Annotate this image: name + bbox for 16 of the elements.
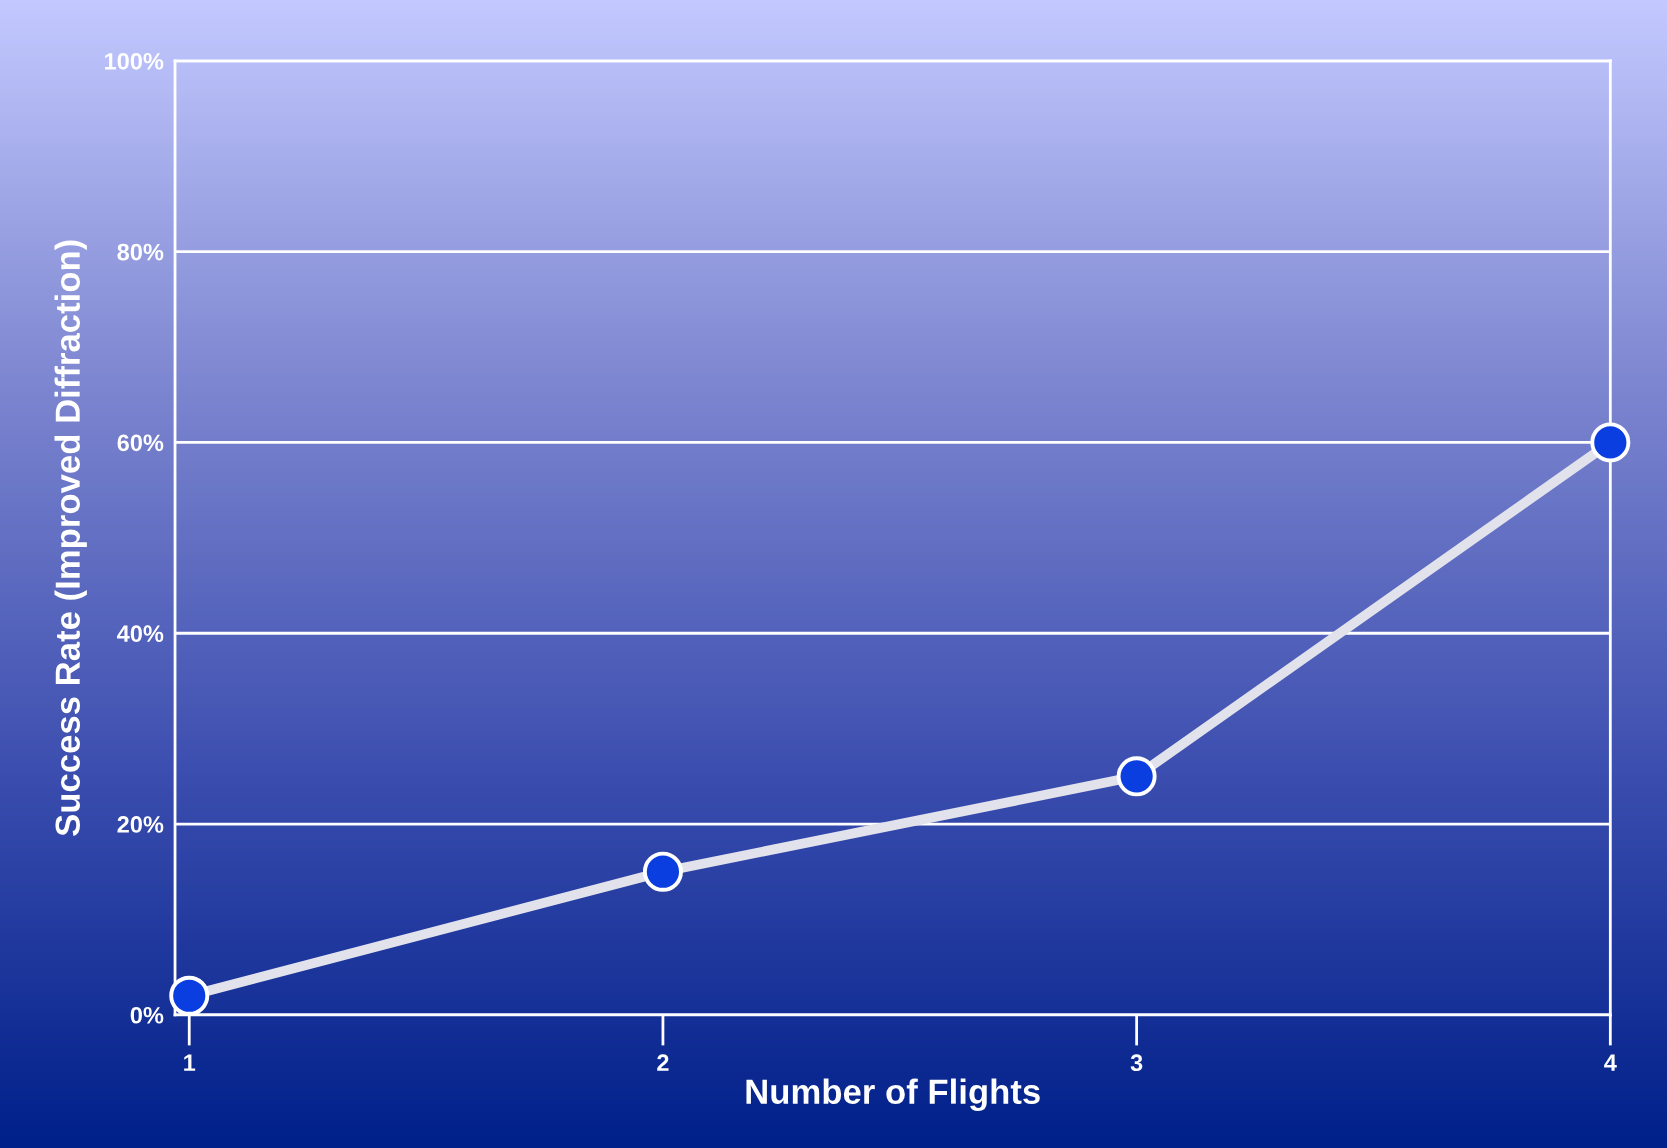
- y-tick-label: 80%: [117, 243, 164, 261]
- x-tick-label: 4: [1604, 1054, 1617, 1071]
- y-tick-label: 20%: [117, 816, 164, 833]
- point: [1590, 422, 1631, 463]
- y-tick-label: 40%: [117, 625, 164, 643]
- y-axis-title: Success Rate (Improved Diffraction): [54, 240, 87, 836]
- x-tick-label: 2: [657, 1054, 669, 1071]
- x-axis-title: Number of Flights: [746, 1078, 1040, 1112]
- point: [642, 851, 683, 892]
- x-tick-label: 3: [1130, 1054, 1143, 1072]
- point: [1116, 756, 1157, 797]
- x-tick-label: 1: [184, 1054, 196, 1071]
- y-tick-label: 100%: [105, 52, 164, 70]
- point: [169, 975, 210, 1016]
- y-tick-label: 0%: [130, 1006, 164, 1024]
- y-tick-label: 60%: [117, 434, 164, 452]
